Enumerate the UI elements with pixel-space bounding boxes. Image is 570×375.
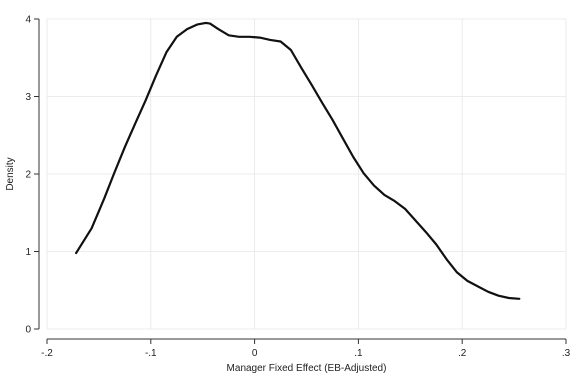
density-line — [75, 21, 521, 300]
x-axis-title: Manager Fixed Effect (EB-Adjusted) — [227, 363, 387, 374]
x-tick-label: .2 — [458, 348, 467, 359]
grid — [46, 18, 567, 330]
y-axis-title: Density — [5, 157, 16, 190]
y-tick-label: 4 — [25, 15, 31, 26]
y-ticks: 0 1 2 3 4 — [25, 15, 39, 336]
x-tick-label: .1 — [354, 348, 363, 359]
x-tick-label: 0 — [252, 348, 258, 359]
x-ticks: -.2 -.1 0 .1 .2 .3 — [41, 339, 570, 359]
y-tick-label: 3 — [25, 92, 31, 103]
x-tick-label: -.1 — [145, 348, 157, 359]
x-tick-label: -.2 — [41, 348, 53, 359]
y-tick-label: 0 — [25, 325, 31, 336]
x-tick-label: .3 — [562, 348, 570, 359]
series-group — [75, 21, 521, 300]
y-tick-label: 1 — [25, 247, 31, 258]
y-tick-label: 2 — [25, 170, 31, 181]
